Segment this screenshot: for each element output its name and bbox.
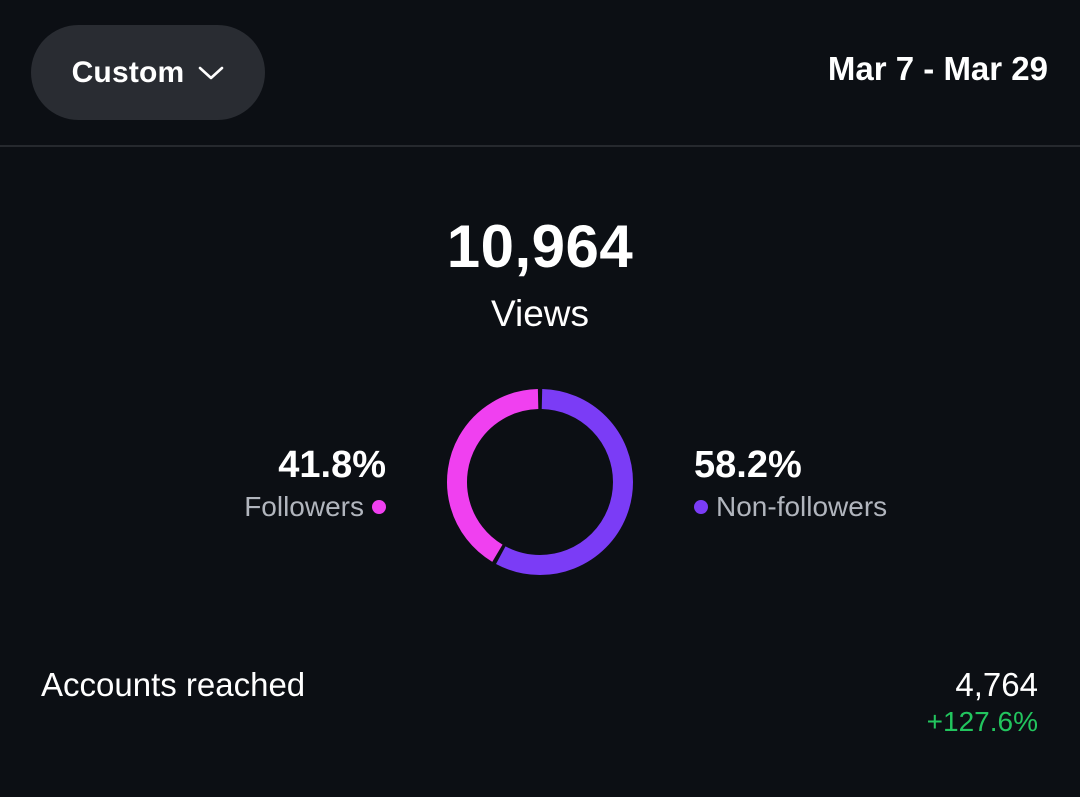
date-range-dropdown-label: Custom xyxy=(71,55,185,89)
audience-donut-chart xyxy=(447,389,633,575)
followers-segment-legend: 41.8% Followers xyxy=(244,443,386,525)
non-followers-percent: 58.2% xyxy=(694,444,802,486)
date-range-dropdown-button[interactable]: Custom xyxy=(31,25,265,120)
followers-label: Followers xyxy=(244,491,364,522)
date-range-text: Mar 7 - Mar 29 xyxy=(827,50,1048,87)
followers-color-dot xyxy=(372,500,386,514)
accounts-reached-change: +127.6% xyxy=(926,706,1038,737)
header-divider xyxy=(0,145,1080,147)
views-count: 10,964 xyxy=(446,213,634,280)
non-followers-color-dot xyxy=(694,500,708,514)
followers-arc xyxy=(447,389,633,575)
accounts-reached-label: Accounts reached xyxy=(41,666,306,703)
non-followers-arc xyxy=(447,389,633,575)
header: Custom Mar 7 - Mar 29 xyxy=(0,0,1080,146)
views-label: Views xyxy=(490,293,590,334)
non-followers-segment-legend: 58.2% Non-followers xyxy=(694,443,887,525)
accounts-reached-value: 4,764 xyxy=(955,666,1038,703)
accounts-reached-row[interactable]: Accounts reached 4,764 +127.6% xyxy=(41,662,1038,752)
chevron-down-icon xyxy=(199,66,224,79)
non-followers-label: Non-followers xyxy=(716,491,888,522)
followers-percent: 41.8% xyxy=(278,444,386,486)
